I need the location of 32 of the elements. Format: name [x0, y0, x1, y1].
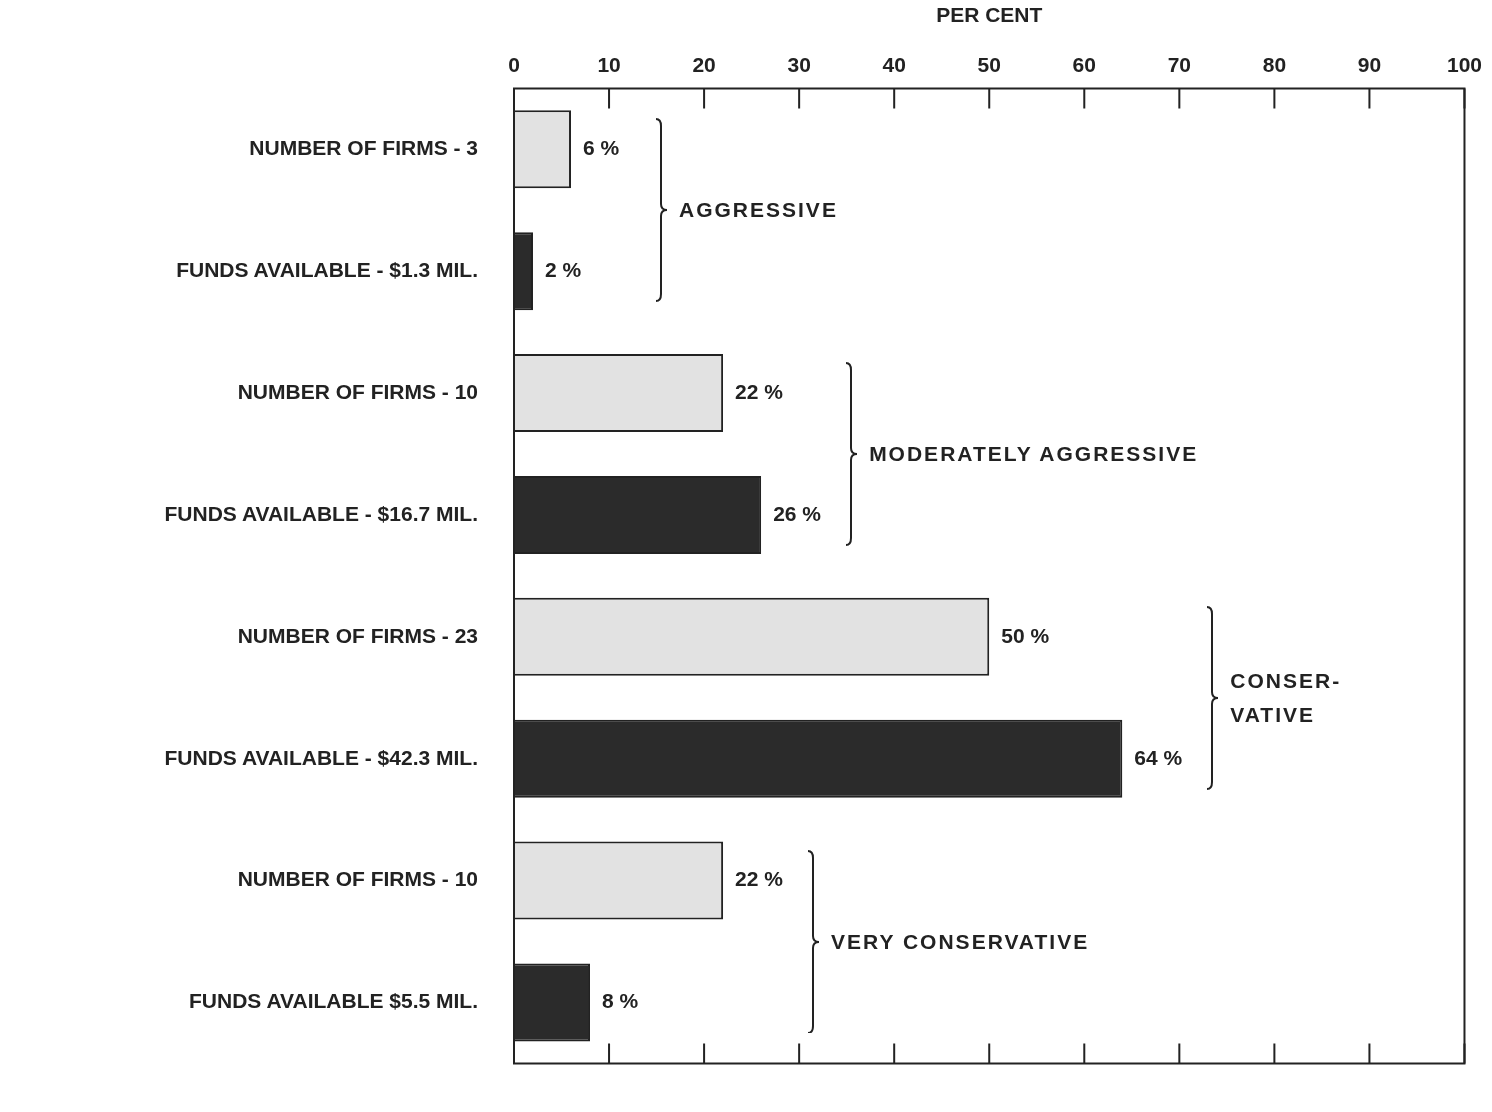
annotation: AGGRESSIVE — [679, 197, 838, 224]
y-tick-label: FUNDS AVAILABLE $5.5 MIL. — [189, 989, 478, 1013]
data-label: 64 % — [1134, 745, 1183, 769]
x-tick-label: 30 — [787, 52, 811, 76]
x-tick-label: 10 — [597, 52, 621, 76]
x-tick-label: 20 — [692, 52, 716, 76]
x-tick-label: 90 — [1357, 52, 1382, 76]
x-tick-label: 0 — [508, 52, 520, 76]
data-label: 26 % — [773, 501, 822, 525]
data-label: 50 % — [1001, 623, 1050, 647]
data-label: 8 % — [602, 989, 639, 1013]
x-axis-title: PER CENT — [936, 3, 1043, 27]
x-tick-label: 100 — [1446, 52, 1482, 76]
data-label: 22 % — [735, 379, 784, 403]
annotation: CONSER- VATIVE — [1230, 667, 1342, 728]
y-tick-label: FUNDS AVAILABLE - $1.3 MIL. — [176, 258, 478, 282]
y-tick-label: NUMBER OF FIRMS - 23 — [237, 623, 478, 647]
x-tick-label: 50 — [977, 52, 1001, 76]
y-tick-label: NUMBER OF FIRMS - 3 — [249, 136, 478, 160]
annotation: VERY CONSERVATIVE — [831, 928, 1090, 955]
y-tick-label: FUNDS AVAILABLE - $16.7 MIL. — [164, 501, 478, 525]
y-tick-label: NUMBER OF FIRMS - 10 — [237, 379, 478, 403]
x-tick-label: 40 — [882, 52, 906, 76]
annotation: MODERATELY AGGRESSIVE — [869, 441, 1199, 467]
y-tick-label: NUMBER OF FIRMS - 10 — [237, 867, 478, 891]
x-tick-label: 70 — [1167, 52, 1192, 76]
data-label: 2 % — [545, 258, 582, 282]
x-tick-label: 80 — [1262, 52, 1287, 76]
data-label: 6 % — [583, 136, 620, 160]
data-label: 22 % — [735, 867, 784, 891]
x-tick-label: 60 — [1072, 52, 1096, 76]
y-tick-label: FUNDS AVAILABLE - $42.3 MIL. — [164, 745, 478, 769]
